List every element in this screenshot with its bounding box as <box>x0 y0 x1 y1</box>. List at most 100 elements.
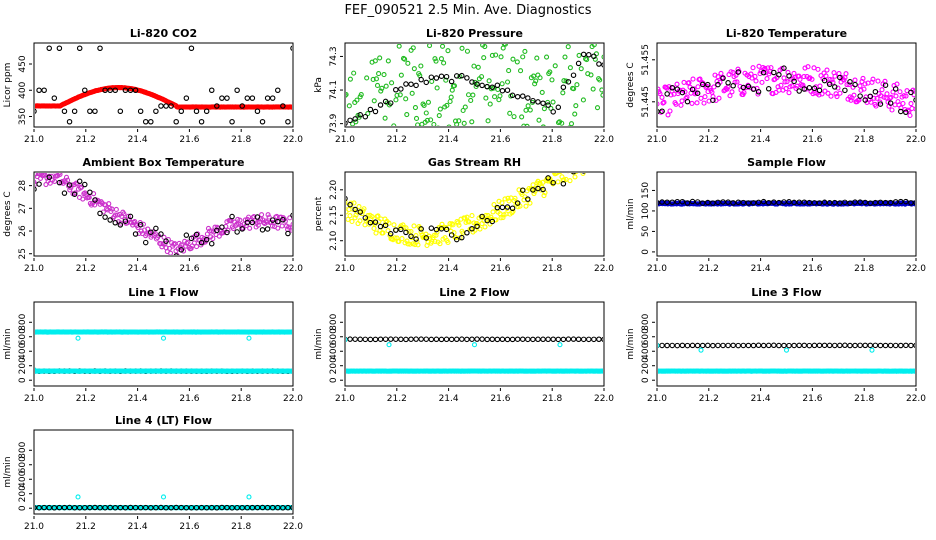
chart-title: Sample Flow <box>747 156 826 169</box>
data-point <box>534 55 540 61</box>
data-point <box>410 45 416 51</box>
data-point <box>188 235 195 242</box>
data-point <box>877 101 884 107</box>
data-point <box>831 342 838 349</box>
data-point <box>510 56 516 62</box>
data-point <box>449 87 455 93</box>
y-tick-label: 600 <box>18 328 28 345</box>
data-point <box>290 504 292 511</box>
data-point <box>191 240 197 246</box>
data-point <box>857 199 863 205</box>
data-point <box>413 236 419 242</box>
x-tick-label: 21.2 <box>699 264 719 274</box>
x-tick-label: 21.4 <box>128 394 148 404</box>
data-point <box>600 154 604 158</box>
x-tick-label: 21.6 <box>802 394 822 404</box>
data-point <box>405 60 411 66</box>
data-point <box>559 148 563 152</box>
chart-panel-6: Sample Flow ml/min 21.0 21.2 21.4 21.6 21.8 22.… <box>626 156 926 274</box>
chart-panel-10: Line 4 (LT) Flow ml/min 21.0 21.2 21.4 21.6 21… <box>3 414 303 532</box>
data-point <box>361 137 365 141</box>
data-point <box>566 165 570 169</box>
data-point <box>502 44 508 47</box>
data-point <box>399 236 405 242</box>
data-point <box>160 335 167 341</box>
x-tick-label: 22.0 <box>283 522 303 532</box>
chart-title: Line 3 Flow <box>751 286 821 299</box>
data-point <box>786 342 792 349</box>
data-point <box>269 504 276 511</box>
data-point <box>710 200 716 206</box>
data-point <box>597 149 601 153</box>
data-point <box>107 217 113 223</box>
data-point <box>460 107 466 114</box>
data-point <box>729 89 735 95</box>
data-point <box>560 181 567 187</box>
data-point <box>565 336 572 342</box>
data-point <box>509 92 516 99</box>
y-tick-label: 450 <box>18 55 28 72</box>
x-tick-label: 21.4 <box>751 135 771 145</box>
data-point <box>847 79 853 85</box>
y-tick-label: 0 <box>641 249 651 255</box>
data-point <box>908 342 914 349</box>
data-point <box>92 504 98 511</box>
data-point <box>490 85 497 91</box>
data-point <box>346 196 348 202</box>
data-point <box>376 71 382 77</box>
data-point <box>544 54 550 60</box>
data-point <box>482 44 488 50</box>
data-point <box>791 199 797 206</box>
x-tick-label: 21.0 <box>24 522 44 532</box>
data-point <box>592 157 596 161</box>
data-point <box>173 119 179 125</box>
data-point <box>375 213 381 219</box>
data-point <box>582 165 586 169</box>
data-point <box>462 104 468 110</box>
data-point <box>188 45 195 51</box>
data-points <box>346 44 603 158</box>
data-point <box>686 80 692 86</box>
data-point <box>35 108 37 114</box>
data-point <box>821 199 828 206</box>
data-point <box>689 100 695 106</box>
data-point <box>346 199 348 204</box>
data-point <box>809 76 815 82</box>
data-point <box>507 110 513 116</box>
data-point <box>504 204 511 210</box>
data-point <box>349 218 355 225</box>
data-point <box>659 94 665 100</box>
data-point <box>254 108 261 115</box>
data-point <box>588 72 594 78</box>
data-point <box>183 95 190 101</box>
data-point <box>378 88 384 94</box>
data-point <box>702 94 708 100</box>
data-point <box>782 79 788 85</box>
data-point <box>552 154 556 158</box>
data-point <box>431 232 437 239</box>
data-point <box>555 179 561 185</box>
data-point <box>479 213 485 220</box>
data-point <box>97 45 103 51</box>
data-point <box>132 87 139 94</box>
y-tick-label: 800 <box>18 441 28 458</box>
data-point <box>681 79 687 85</box>
data-point <box>357 209 363 215</box>
data-point <box>367 106 374 113</box>
data-point <box>418 76 424 83</box>
data-point <box>659 199 665 205</box>
data-point <box>148 504 154 511</box>
data-point <box>61 108 68 115</box>
data-point <box>718 70 724 76</box>
data-point <box>821 342 828 349</box>
data-point <box>545 336 551 343</box>
data-point <box>806 342 813 349</box>
data-point <box>210 236 216 242</box>
data-point <box>518 68 524 74</box>
data-point <box>449 221 455 227</box>
data-points <box>35 173 292 255</box>
data-point <box>776 71 782 78</box>
data-point <box>478 74 485 80</box>
data-point <box>497 93 503 99</box>
x-tick-label: 21.6 <box>802 264 822 274</box>
